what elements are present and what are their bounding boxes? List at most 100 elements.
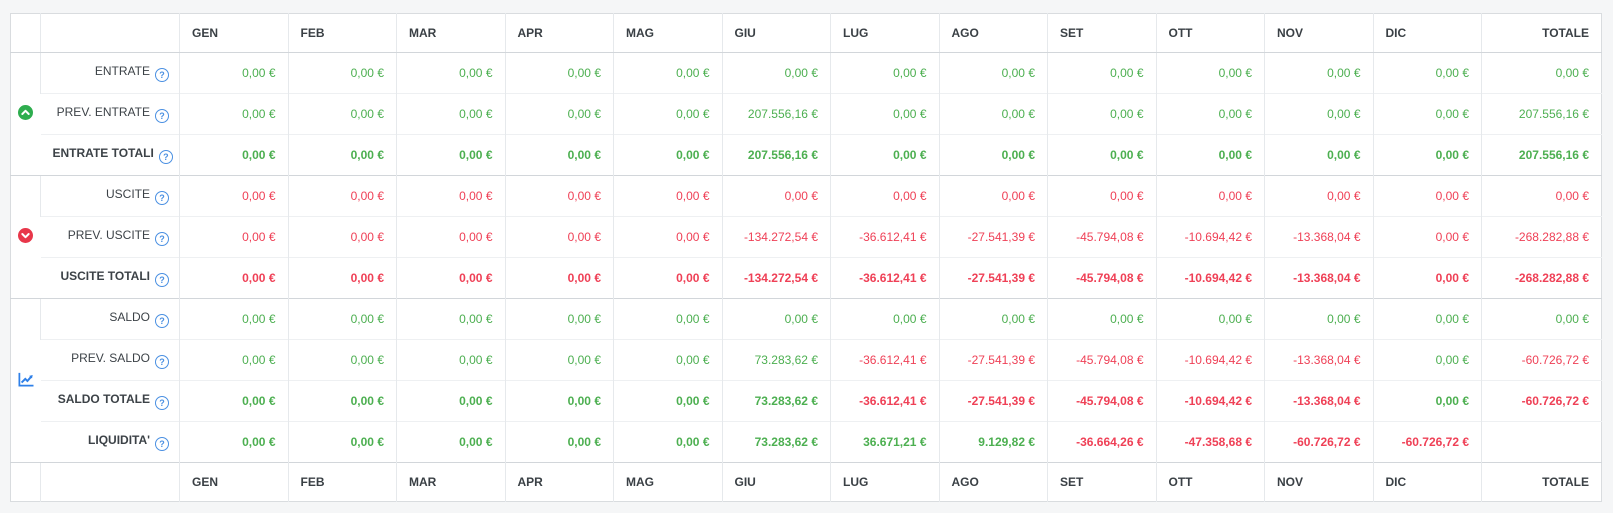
value-cell-giu: -134.272,54 € xyxy=(721,216,831,258)
value-cell-nov: 0,00 € xyxy=(1264,298,1373,340)
value-cell-nov: -13.368,04 € xyxy=(1264,216,1373,258)
value-cell-feb: 0,00 € xyxy=(287,52,397,94)
header-column-header-apr: APR xyxy=(504,13,614,53)
help-icon[interactable]: ? xyxy=(155,355,169,369)
value-cell-gen: 0,00 € xyxy=(179,257,288,299)
value-cell-ago: 9.129,82 € xyxy=(938,421,1048,463)
value-cell-mar: 0,00 € xyxy=(396,216,505,258)
row-label: PREV. USCITE xyxy=(67,228,150,242)
value-cell-mar: 0,00 € xyxy=(396,134,505,176)
value-cell-nov: -13.368,04 € xyxy=(1264,257,1373,299)
value-cell-set: 0,00 € xyxy=(1047,175,1156,217)
value-cell-ago: 0,00 € xyxy=(938,175,1048,217)
value-cell-ott: 0,00 € xyxy=(1155,52,1265,94)
value-cell-mag: 0,00 € xyxy=(613,257,722,299)
value-cell-totale: -268.282,88 € xyxy=(1481,257,1602,299)
value-cell-ago: 0,00 € xyxy=(938,134,1048,176)
value-cell-gen: 0,00 € xyxy=(179,421,288,463)
value-cell-ago: 0,00 € xyxy=(938,52,1048,94)
value-cell-mag: 0,00 € xyxy=(613,421,722,463)
help-icon[interactable]: ? xyxy=(155,396,169,410)
row-label-cell: ENTRATE? xyxy=(40,52,180,94)
value-cell-totale: -60.726,72 € xyxy=(1481,380,1602,422)
value-cell-mag: 0,00 € xyxy=(613,380,722,422)
arrow-up-circle-icon[interactable] xyxy=(18,105,33,120)
value-cell-gen: 0,00 € xyxy=(179,298,288,340)
row-label-cell: PREV. SALDO? xyxy=(40,339,180,381)
help-icon[interactable]: ? xyxy=(155,68,169,82)
value-cell-set: -45.794,08 € xyxy=(1047,257,1156,299)
value-cell-apr: 0,00 € xyxy=(504,52,614,94)
value-cell-nov: -13.368,04 € xyxy=(1264,380,1373,422)
header-column-header-feb: FEB xyxy=(287,13,397,53)
value-cell-ott: -10.694,42 € xyxy=(1155,380,1265,422)
value-cell-mar: 0,00 € xyxy=(396,421,505,463)
header-column-header-nov: NOV xyxy=(1264,13,1373,53)
footer-column-header-giu: GIU xyxy=(721,462,831,502)
value-cell-mar: 0,00 € xyxy=(396,93,505,135)
value-cell-lug: 0,00 € xyxy=(830,93,939,135)
value-cell-mar: 0,00 € xyxy=(396,52,505,94)
value-cell-nov: 0,00 € xyxy=(1264,175,1373,217)
value-cell-dic: 0,00 € xyxy=(1372,216,1482,258)
row-label-cell: PREV. ENTRATE? xyxy=(40,93,180,135)
value-cell-ott: 0,00 € xyxy=(1155,93,1265,135)
value-cell-feb: 0,00 € xyxy=(287,298,397,340)
help-icon[interactable]: ? xyxy=(155,191,169,205)
footer-month-row: GEN FEB MAR APR MAG GIU LUG AGO SET OTT NOV DIC TOTA… xyxy=(10,462,1602,502)
empty-icon-header-cell xyxy=(10,13,41,53)
footer-column-header-lug: LUG xyxy=(830,462,939,502)
value-cell-lug: 0,00 € xyxy=(830,134,939,176)
row-label: ENTRATE TOTALI xyxy=(52,146,154,160)
help-icon[interactable]: ? xyxy=(155,437,169,451)
help-icon[interactable]: ? xyxy=(158,150,173,164)
value-cell-dic: 0,00 € xyxy=(1372,298,1482,340)
row-label-cell: SALDO TOTALE? xyxy=(40,380,180,422)
value-cell-set: -45.794,08 € xyxy=(1047,216,1156,258)
value-cell-lug: -36.612,41 € xyxy=(830,216,939,258)
value-cell-giu: 0,00 € xyxy=(721,52,831,94)
value-cell-totale: -268.282,88 € xyxy=(1481,216,1602,258)
value-cell-giu: 0,00 € xyxy=(721,298,831,340)
header-column-header-dic: DIC xyxy=(1372,13,1482,53)
help-icon[interactable]: ? xyxy=(155,273,169,287)
group-icon-cell xyxy=(10,52,41,176)
help-icon[interactable]: ? xyxy=(155,232,169,246)
row-label: LIQUIDITA' xyxy=(88,433,150,447)
value-cell-set: 0,00 € xyxy=(1047,298,1156,340)
value-cell-totale: -60.726,72 € xyxy=(1481,339,1602,381)
value-cell-gen: 0,00 € xyxy=(179,52,288,94)
value-cell-dic: 0,00 € xyxy=(1372,257,1482,299)
value-cell-giu: 73.283,62 € xyxy=(721,421,831,463)
table-row-uscite-totali: USCITE TOTALI? 0,00 €0,00 €0,00 €0,00 €0,… xyxy=(11,257,1602,299)
table-row-prev-uscite: PREV. USCITE? 0,00 €0,00 €0,00 €0,00 €0,0… xyxy=(11,216,1602,258)
help-icon[interactable]: ? xyxy=(155,314,169,328)
row-label-cell: SALDO? xyxy=(40,298,180,340)
value-cell-apr: 0,00 € xyxy=(504,339,614,381)
header-month-row: GEN FEB MAR APR MAG GIU LUG AGO SET OTT NOV DIC TOTA… xyxy=(10,13,1602,53)
value-cell-giu: 73.283,62 € xyxy=(721,339,831,381)
value-cell-mag: 0,00 € xyxy=(613,134,722,176)
value-cell-apr: 0,00 € xyxy=(504,257,614,299)
arrow-down-circle-icon[interactable] xyxy=(18,228,33,243)
table-row-liquidita: LIQUIDITA'? 0,00 €0,00 €0,00 €0,00 €0,00 … xyxy=(11,421,1602,463)
empty-label-header-cell xyxy=(40,462,180,502)
value-cell-dic: 0,00 € xyxy=(1372,93,1482,135)
chart-line-icon[interactable] xyxy=(18,372,34,387)
value-cell-totale: 207.556,16 € xyxy=(1481,93,1602,135)
row-label: SALDO TOTALE xyxy=(57,392,150,406)
footer-column-header-gen: GEN xyxy=(179,462,288,502)
row-label-cell: LIQUIDITA'? xyxy=(40,421,180,463)
footer-column-header-totale: TOTALE xyxy=(1481,462,1602,502)
value-cell-ott: -10.694,42 € xyxy=(1155,257,1265,299)
value-cell-totale xyxy=(1481,421,1602,463)
help-icon[interactable]: ? xyxy=(155,109,169,123)
value-cell-dic: 0,00 € xyxy=(1372,339,1482,381)
footer-column-header-nov: NOV xyxy=(1264,462,1373,502)
value-cell-nov: -60.726,72 € xyxy=(1264,421,1373,463)
row-label-cell: USCITE TOTALI? xyxy=(40,257,180,299)
value-cell-set: 0,00 € xyxy=(1047,93,1156,135)
footer-column-header-ott: OTT xyxy=(1155,462,1265,502)
value-cell-giu: 0,00 € xyxy=(721,175,831,217)
